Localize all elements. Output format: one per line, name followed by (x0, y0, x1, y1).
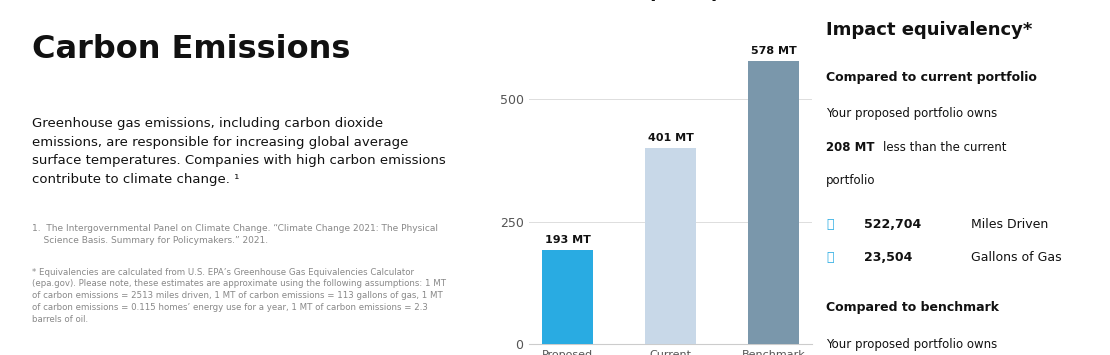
Text: 522,704: 522,704 (865, 218, 921, 230)
Text: Miles Driven: Miles Driven (971, 218, 1048, 230)
Bar (748, 61, 799, 344)
Text: 578 MT: 578 MT (750, 46, 797, 56)
Text: Gallons of Gas: Gallons of Gas (971, 251, 1061, 264)
Text: 1.  The Intergovernmental Panel on Climate Change. “Climate Change 2021: The Phy: 1. The Intergovernmental Panel on Climat… (32, 224, 438, 245)
Text: * Equivalencies are calculated from U.S. EPA’s Greenhouse Gas Equivalencies Calc: * Equivalencies are calculated from U.S.… (32, 268, 446, 324)
Text: 208 MT: 208 MT (826, 141, 875, 154)
Bar (645, 148, 696, 344)
Text: portfolio: portfolio (826, 174, 876, 187)
Text: 23,504: 23,504 (865, 251, 912, 264)
Text: less than the current: less than the current (884, 141, 1007, 154)
Text: Compared to benchmark: Compared to benchmark (826, 301, 999, 314)
Text: Your proposed portfolio owns: Your proposed portfolio owns (826, 108, 998, 120)
Text: Greenhouse gas emissions, including carbon dioxide
emissions, are responsible fo: Greenhouse gas emissions, including carb… (32, 118, 446, 186)
Text: Carbon Emissions: Carbon Emissions (32, 34, 351, 65)
Text: Impact equivalency*: Impact equivalency* (826, 21, 1032, 39)
Text: Your proposed portfolio owns: Your proposed portfolio owns (826, 338, 998, 351)
Text: Compared to current portfolio: Compared to current portfolio (826, 71, 1037, 84)
Bar (542, 250, 594, 344)
Text: 401 MT: 401 MT (648, 133, 694, 143)
Text: 193 MT: 193 MT (545, 235, 591, 245)
Text: ⛽: ⛽ (826, 251, 834, 264)
Text: 🚗: 🚗 (826, 218, 834, 230)
Title: Ownership comparison: Ownership comparison (555, 0, 786, 1)
